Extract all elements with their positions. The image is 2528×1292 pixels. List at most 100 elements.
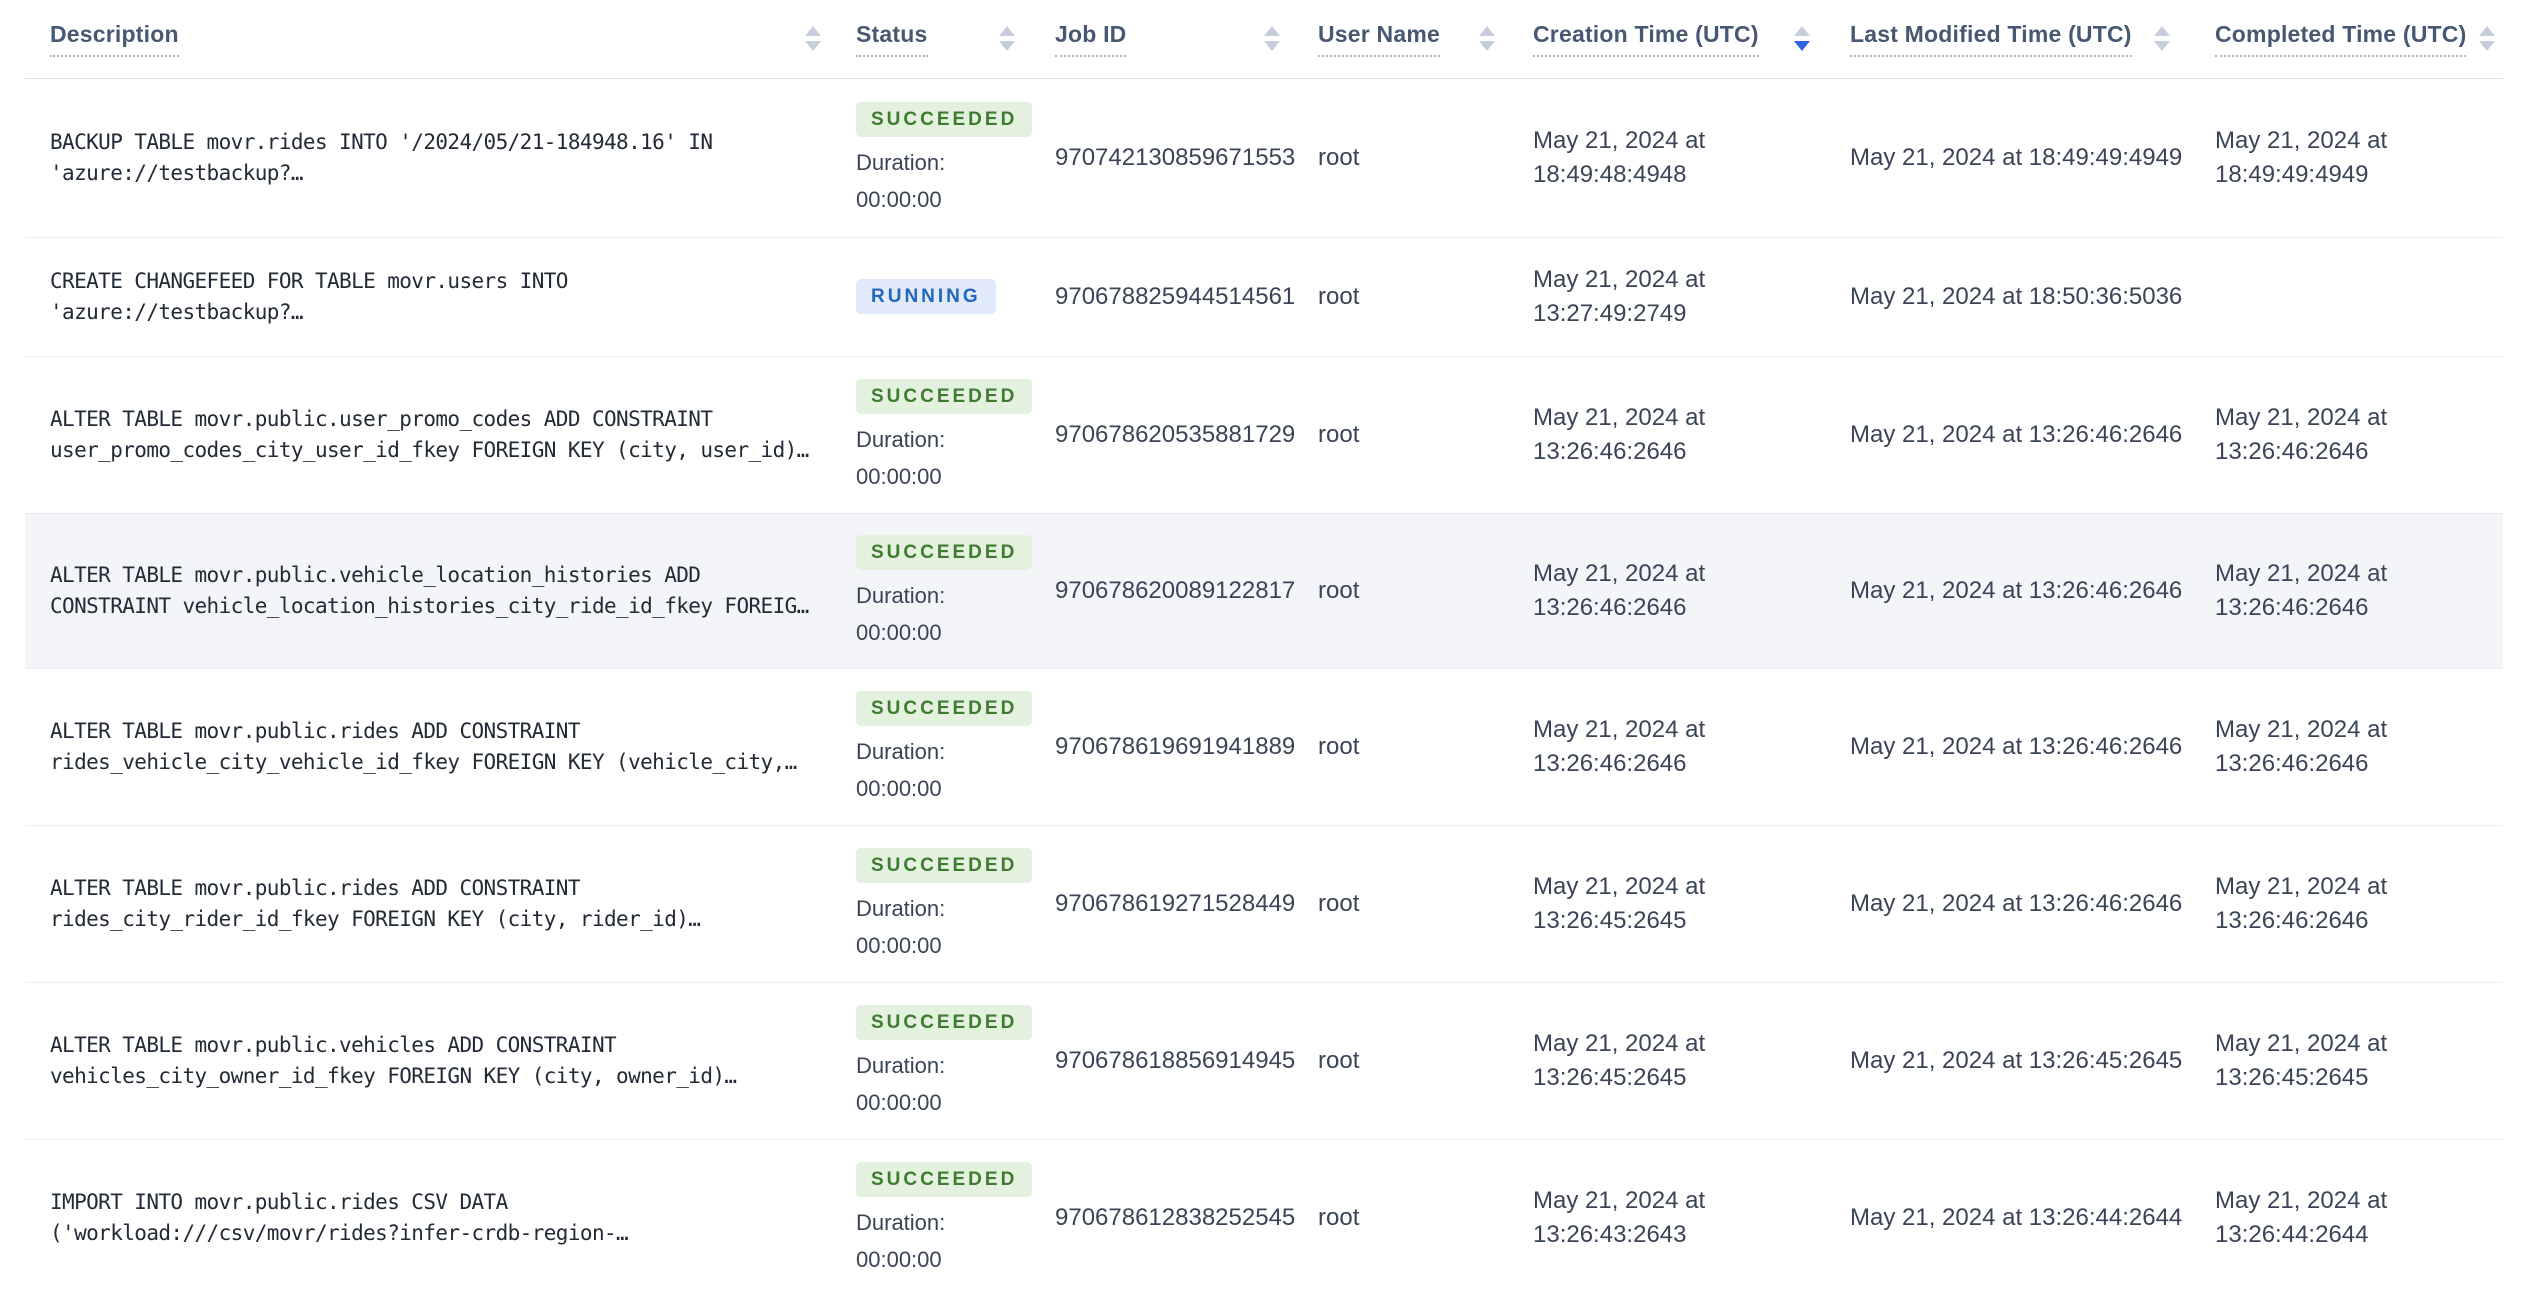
completed-time-cell — [2205, 237, 2503, 357]
sort-ascending-icon — [1794, 26, 1810, 37]
job-description: ALTER TABLE movr.public.user_promo_codes… — [50, 406, 809, 462]
creation-time-cell: May 21, 2024 at 13:26:46:2646 — [1530, 513, 1845, 669]
user-name-cell: root — [1315, 982, 1530, 1140]
user-name-cell: root — [1315, 78, 1530, 238]
sort-icons — [1264, 26, 1280, 52]
column-header-creation-time[interactable]: Creation Time (UTC) — [1530, 0, 1845, 79]
job-description: ALTER TABLE movr.public.rides ADD CONSTR… — [50, 875, 701, 931]
table-row[interactable]: ALTER TABLE movr.public.rides ADD CONSTR… — [25, 668, 2503, 826]
column-header-description[interactable]: Description — [25, 0, 856, 79]
user-name-cell: root — [1315, 668, 1530, 826]
status-badge: RUNNING — [856, 279, 996, 314]
job-id-cell: 970678620535881729 — [1050, 356, 1315, 514]
column-header-last-modified-time[interactable]: Last Modified Time (UTC) — [1845, 0, 2205, 79]
status-badge: SUCCEEDED — [856, 1004, 1033, 1040]
sort-descending-icon — [1479, 41, 1495, 52]
last-modified-time-cell: May 21, 2024 at 13:26:46:2646 — [1845, 825, 2205, 983]
duration-value: 00:00:00 — [856, 1246, 942, 1272]
sort-descending-icon — [2154, 41, 2170, 52]
description-cell[interactable]: ALTER TABLE movr.public.rides ADD CONSTR… — [25, 825, 856, 983]
creation-time-cell: May 21, 2024 at 13:26:45:2645 — [1530, 825, 1845, 983]
column-label: Status — [856, 21, 928, 57]
last-modified-time-cell: May 21, 2024 at 13:26:46:2646 — [1845, 356, 2205, 514]
duration-value: 00:00:00 — [856, 186, 942, 212]
sort-ascending-icon — [999, 26, 1015, 37]
user-name-cell: root — [1315, 825, 1530, 983]
job-id-cell: 970678612838252545 — [1050, 1139, 1315, 1292]
description-cell[interactable]: ALTER TABLE movr.public.vehicle_location… — [25, 513, 856, 669]
sort-ascending-icon — [805, 26, 821, 37]
user-name-cell: root — [1315, 237, 1530, 357]
table-row[interactable]: ALTER TABLE movr.public.rides ADD CONSTR… — [25, 825, 2503, 983]
completed-time-cell: May 21, 2024 at 13:26:46:2646 — [2205, 513, 2503, 669]
duration-label: Duration: — [856, 426, 946, 452]
job-description: ALTER TABLE movr.public.vehicles ADD CON… — [50, 1032, 737, 1088]
status-cell: SUCCEEDED Duration: 00:00:00 — [856, 668, 1050, 826]
description-cell[interactable]: IMPORT INTO movr.public.rides CSV DATA (… — [25, 1139, 856, 1292]
table-row[interactable]: ALTER TABLE movr.public.user_promo_codes… — [25, 356, 2503, 514]
status-badge: SUCCEEDED — [856, 690, 1033, 726]
last-modified-time-cell: May 21, 2024 at 13:26:45:2645 — [1845, 982, 2205, 1140]
creation-time-cell: May 21, 2024 at 13:26:45:2645 — [1530, 982, 1845, 1140]
status-cell: RUNNING — [856, 237, 1050, 357]
last-modified-time-cell: May 21, 2024 at 13:26:44:2644 — [1845, 1139, 2205, 1292]
sort-icons — [805, 26, 821, 52]
description-cell[interactable]: CREATE CHANGEFEED FOR TABLE movr.users I… — [25, 237, 856, 357]
sort-descending-icon — [999, 41, 1015, 52]
table-row[interactable]: IMPORT INTO movr.public.rides CSV DATA (… — [25, 1139, 2503, 1292]
duration-value: 00:00:00 — [856, 932, 942, 958]
jobs-table: Description Status Job ID User Name — [25, 0, 2503, 1292]
sort-ascending-icon — [2479, 26, 2495, 37]
job-description: ALTER TABLE movr.public.rides ADD CONSTR… — [50, 718, 797, 774]
job-id-cell: 970678619271528449 — [1050, 825, 1315, 983]
table-row[interactable]: CREATE CHANGEFEED FOR TABLE movr.users I… — [25, 237, 2503, 357]
job-id-cell: 970678620089122817 — [1050, 513, 1315, 669]
job-id-cell: 970678618856914945 — [1050, 982, 1315, 1140]
sort-icons — [2479, 26, 2495, 52]
description-cell[interactable]: ALTER TABLE movr.public.vehicles ADD CON… — [25, 982, 856, 1140]
duration-label: Duration: — [856, 895, 946, 921]
completed-time-cell: May 21, 2024 at 18:49:49:4949 — [2205, 78, 2503, 238]
status-badge: SUCCEEDED — [856, 1161, 1033, 1197]
column-header-user-name[interactable]: User Name — [1315, 0, 1530, 79]
duration-label: Duration: — [856, 1052, 946, 1078]
table-row[interactable]: ALTER TABLE movr.public.vehicles ADD CON… — [25, 982, 2503, 1140]
job-id-cell: 970678619691941889 — [1050, 668, 1315, 826]
sort-icons — [1479, 26, 1495, 52]
column-label: Creation Time (UTC) — [1533, 21, 1759, 57]
description-cell[interactable]: ALTER TABLE movr.public.rides ADD CONSTR… — [25, 668, 856, 826]
sort-descending-icon — [1264, 41, 1280, 52]
column-label: Job ID — [1055, 21, 1127, 57]
status-cell: SUCCEEDED Duration: 00:00:00 — [856, 982, 1050, 1140]
column-header-status[interactable]: Status — [856, 0, 1050, 79]
table-row-highlighted[interactable]: ALTER TABLE movr.public.vehicle_location… — [25, 513, 2503, 669]
duration-label: Duration: — [856, 149, 946, 175]
sort-descending-icon-active — [1794, 41, 1810, 52]
job-id-cell: 970742130859671553 — [1050, 78, 1315, 238]
column-label: Completed Time (UTC) — [2215, 21, 2467, 57]
creation-time-cell: May 21, 2024 at 13:26:43:2643 — [1530, 1139, 1845, 1292]
status-badge: SUCCEEDED — [856, 847, 1033, 883]
sort-ascending-icon — [1479, 26, 1495, 37]
description-cell[interactable]: ALTER TABLE movr.public.user_promo_codes… — [25, 356, 856, 514]
sort-ascending-icon — [2154, 26, 2170, 37]
column-header-completed-time[interactable]: Completed Time (UTC) — [2205, 0, 2503, 79]
table-header: Description Status Job ID User Name — [25, 0, 2503, 79]
job-description: IMPORT INTO movr.public.rides CSV DATA (… — [50, 1189, 629, 1245]
user-name-cell: root — [1315, 1139, 1530, 1292]
user-name-cell: root — [1315, 356, 1530, 514]
completed-time-cell: May 21, 2024 at 13:26:46:2646 — [2205, 668, 2503, 826]
completed-time-cell: May 21, 2024 at 13:26:44:2644 — [2205, 1139, 2503, 1292]
job-id-cell: 970678825944514561 — [1050, 237, 1315, 357]
duration-value: 00:00:00 — [856, 463, 942, 489]
completed-time-cell: May 21, 2024 at 13:26:45:2645 — [2205, 982, 2503, 1140]
last-modified-time-cell: May 21, 2024 at 18:49:49:4949 — [1845, 78, 2205, 238]
job-description: BACKUP TABLE movr.rides INTO '/2024/05/2… — [50, 129, 713, 185]
last-modified-time-cell: May 21, 2024 at 13:26:46:2646 — [1845, 668, 2205, 826]
column-header-job-id[interactable]: Job ID — [1050, 0, 1315, 79]
creation-time-cell: May 21, 2024 at 13:26:46:2646 — [1530, 356, 1845, 514]
duration-value: 00:00:00 — [856, 1089, 942, 1115]
description-cell[interactable]: BACKUP TABLE movr.rides INTO '/2024/05/2… — [25, 78, 856, 238]
status-cell: SUCCEEDED Duration: 00:00:00 — [856, 825, 1050, 983]
table-row[interactable]: BACKUP TABLE movr.rides INTO '/2024/05/2… — [25, 78, 2503, 238]
